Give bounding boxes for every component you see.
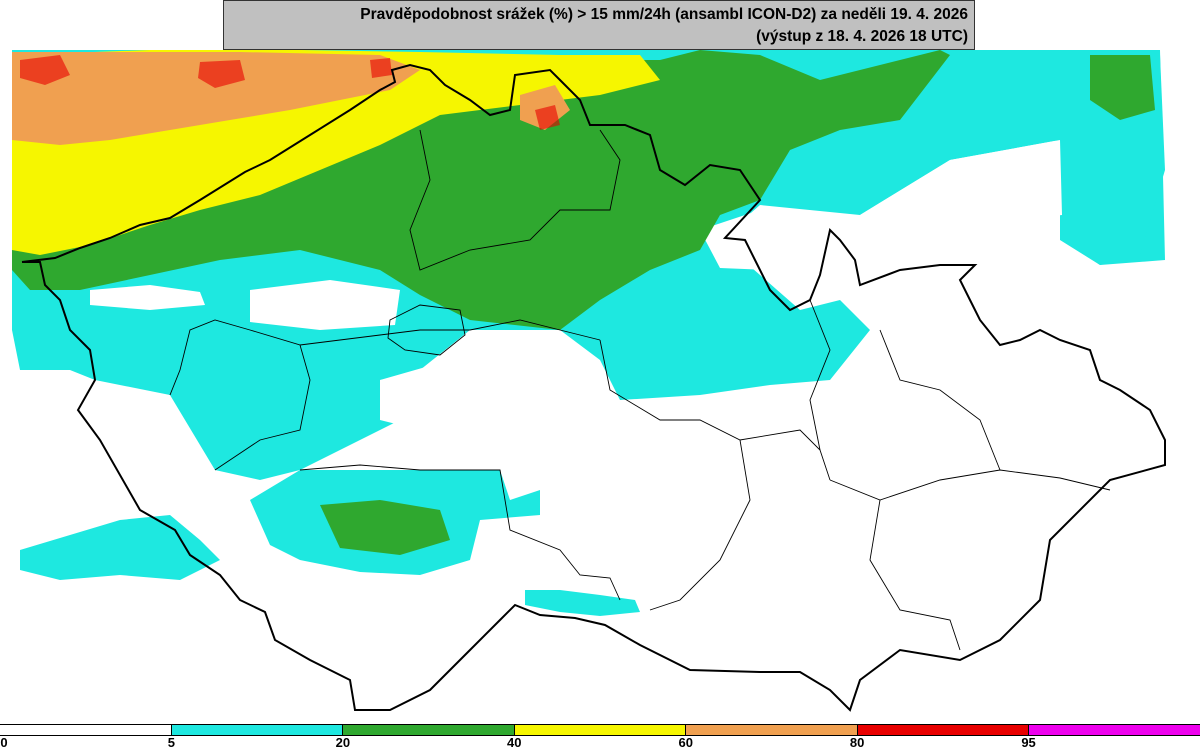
map-canvas bbox=[12, 50, 1166, 712]
map-title-line1: Pravděpodobnost srážek (%) > 15 mm/24h (… bbox=[360, 6, 968, 23]
region-border-10 bbox=[649, 439, 751, 611]
field-green-south bbox=[320, 500, 450, 555]
map-title-line2: (výstup z 18. 4. 2026 18 UTC) bbox=[756, 28, 968, 45]
legend-tick-label: 40 bbox=[507, 735, 522, 750]
field-white-hole-3 bbox=[250, 280, 400, 330]
legend-segment-20-40 bbox=[343, 725, 515, 735]
field-cyan-south-small bbox=[525, 590, 640, 616]
field-red-1 bbox=[20, 55, 70, 85]
region-border-1 bbox=[169, 319, 311, 471]
legend-tick-label: 80 bbox=[849, 735, 865, 750]
color-legend-bar bbox=[0, 724, 1200, 736]
legend-segment-80-95 bbox=[857, 725, 1030, 735]
region-border-2 bbox=[299, 319, 601, 346]
field-cyan-southwest bbox=[20, 515, 220, 580]
legend-segment-0-5 bbox=[0, 725, 172, 735]
legend-tick-label: 20 bbox=[335, 735, 351, 750]
probability-map bbox=[12, 50, 1166, 712]
legend-tick-label: 5 bbox=[167, 735, 176, 750]
region-border-prague bbox=[387, 304, 466, 356]
region-border-7 bbox=[809, 299, 831, 451]
legend-segment-5-20 bbox=[171, 725, 344, 735]
legend-tick-label: 60 bbox=[678, 735, 693, 750]
region-border-9 bbox=[869, 499, 961, 651]
probability-field bbox=[12, 50, 1165, 616]
region-border-3 bbox=[409, 129, 621, 271]
region-border-5 bbox=[299, 464, 621, 601]
field-white-hole-1 bbox=[860, 140, 1062, 225]
field-red-3 bbox=[370, 58, 392, 78]
region-borders bbox=[169, 129, 1111, 651]
legend-tick-label: 0 bbox=[0, 735, 8, 750]
region-border-4 bbox=[599, 339, 831, 481]
legend-tick-label: 95 bbox=[1021, 735, 1036, 750]
field-white-hole-4 bbox=[380, 350, 600, 430]
map-title-box: Pravděpodobnost srážek (%) > 15 mm/24h (… bbox=[223, 0, 975, 50]
field-red-4 bbox=[535, 105, 560, 130]
field-red-2 bbox=[198, 60, 245, 88]
legend-segment-95-100 bbox=[1029, 725, 1200, 735]
national-border bbox=[21, 63, 1166, 712]
legend-segment-60-80 bbox=[686, 725, 858, 735]
field-orange bbox=[12, 52, 420, 145]
field-green-east bbox=[1090, 55, 1155, 120]
field-green bbox=[12, 50, 950, 330]
field-white-hole-2 bbox=[90, 285, 205, 310]
region-border-6 bbox=[829, 469, 1111, 501]
legend-segment-40-60 bbox=[514, 725, 687, 735]
region-border-8 bbox=[879, 329, 1001, 471]
